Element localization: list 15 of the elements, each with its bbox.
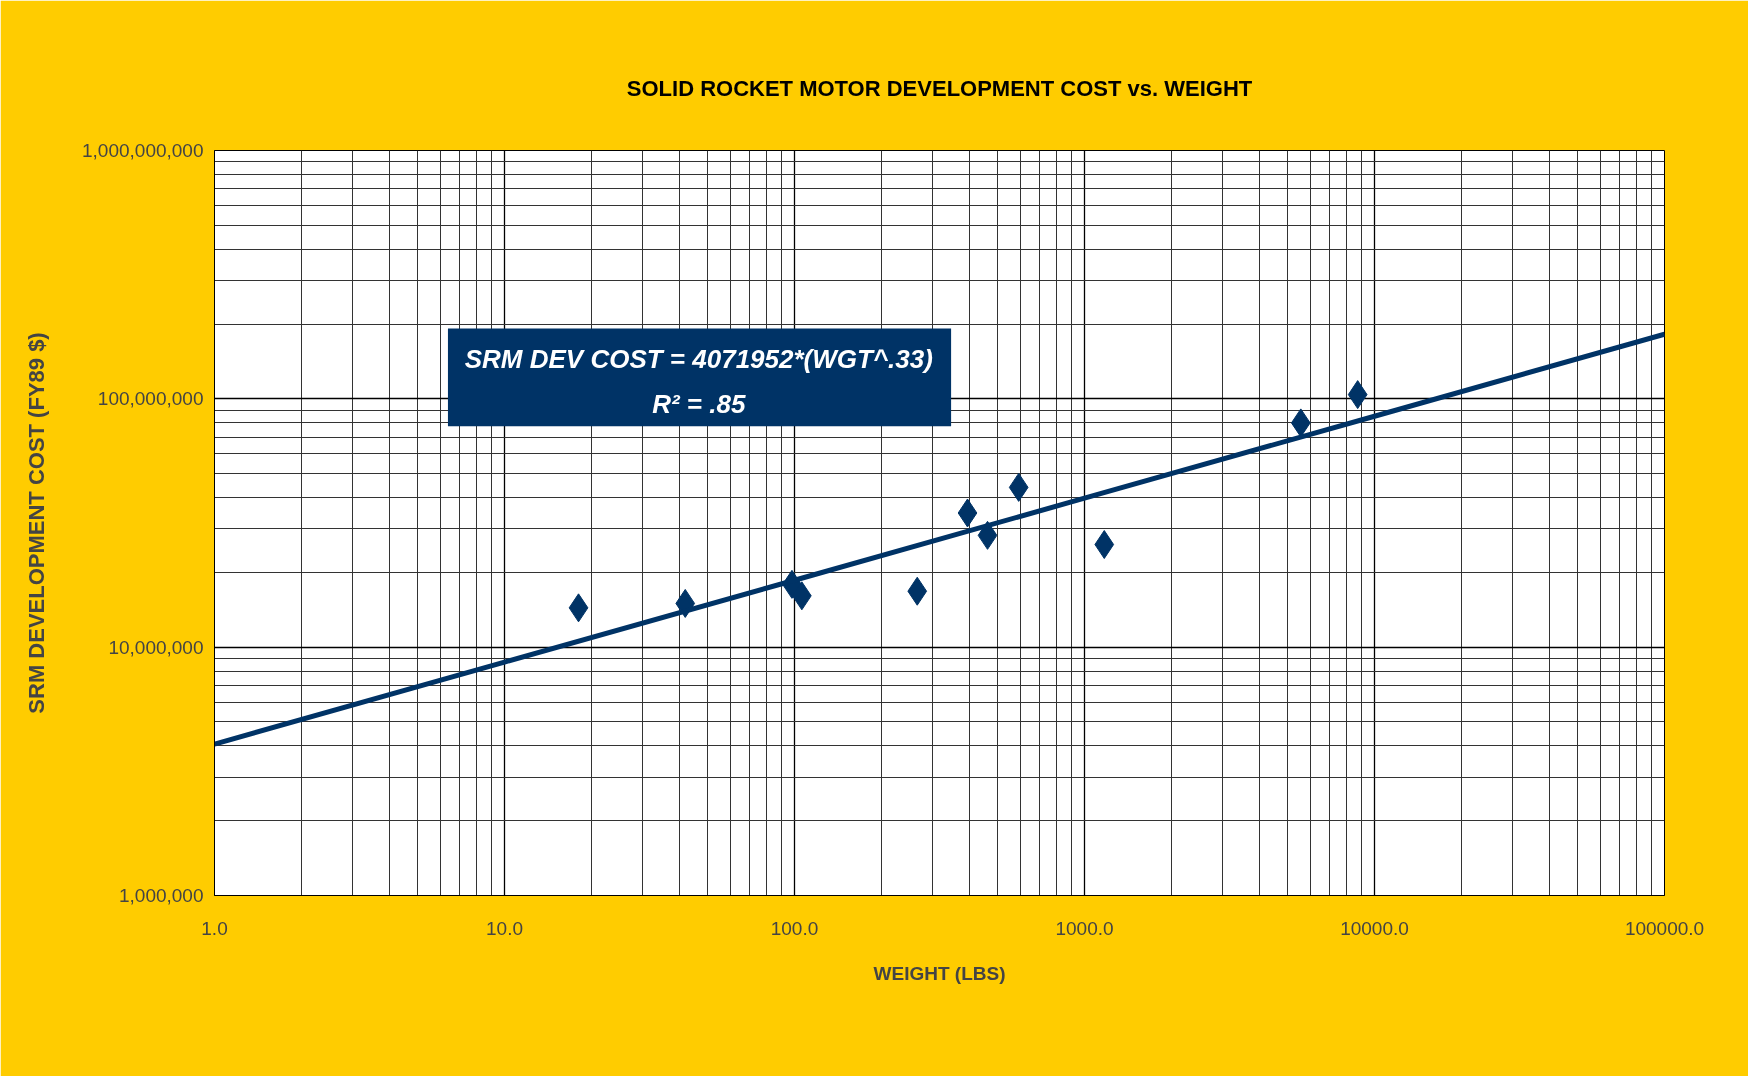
annotation: SRM DEV COST = 4071952*(WGT^.33) bbox=[464, 344, 933, 374]
y-tick-label: 1,000,000,000 bbox=[81, 140, 204, 161]
y-tick-label: 1,000,000 bbox=[118, 885, 204, 906]
y-tick-label: 100,000,000 bbox=[97, 388, 204, 410]
y-tick-label: 10,000,000 bbox=[108, 636, 204, 658]
x-tick-label: 1.0 bbox=[201, 917, 228, 939]
x-axis-title: WEIGHT (LBS) bbox=[873, 962, 1006, 984]
x-tick-label: 100000.0 bbox=[1624, 917, 1705, 939]
chart-title: SOLID ROCKET MOTOR DEVELOPMENT COST vs. WEIGHT bbox=[626, 75, 1253, 101]
x-tick-label: 10000.0 bbox=[1340, 917, 1409, 939]
annotation: R² = .85 bbox=[652, 388, 746, 419]
x-tick-label: 1000.0 bbox=[1055, 917, 1114, 939]
x-tick-label: 100.0 bbox=[770, 917, 819, 939]
y-axis-title: SRM DEVELOPMENT COST (FY89 $) bbox=[23, 332, 49, 714]
x-tick-label: 10.0 bbox=[486, 917, 523, 939]
